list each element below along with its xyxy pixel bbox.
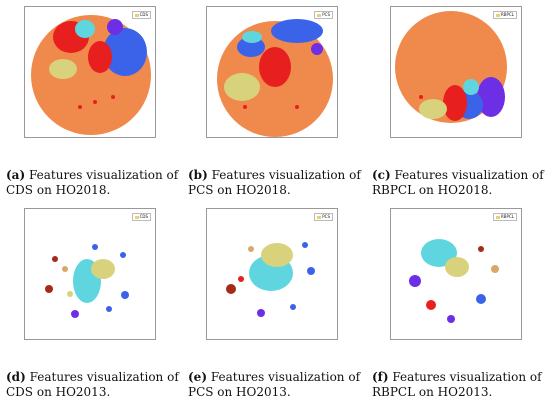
caption-label: (f) (372, 370, 389, 384)
caption-a: (a) Features visualization of CDS on HO2… (6, 168, 184, 198)
caption-label: (b) (188, 168, 208, 182)
legend-swatch (496, 13, 501, 17)
legend-label: RBPCL (501, 214, 514, 219)
caption-e: (e) Features visualization of PCS on HO2… (188, 370, 366, 400)
caption-d: (d) Features visualization of CDS on HO2… (6, 370, 184, 400)
legend-f: RBPCL (493, 213, 517, 221)
legend-label: PCS (322, 214, 330, 219)
caption-label: (a) (6, 168, 26, 182)
legend-label: CDS (139, 12, 148, 17)
tsne-plot-a: CDS (24, 6, 156, 138)
figure-a: CDS (a) Features visualization of CDS on… (6, 0, 181, 200)
caption-b: (b) Features visualization of PCS on HO2… (188, 168, 366, 198)
legend-label: RBPCL (501, 12, 514, 17)
figure-c: RBPCL (c) Features visualization of RBPC… (372, 0, 547, 200)
scatter-c (395, 11, 507, 123)
caption-label: (d) (6, 370, 26, 384)
scatter-f (409, 239, 499, 323)
legend-d: CDS (131, 213, 151, 221)
caption-label: (c) (372, 168, 391, 182)
legend-e: PCS (314, 213, 333, 221)
figure-b: PCS (b) Features visualization of PCS on… (188, 0, 363, 200)
tsne-plot-c: RBPCL (390, 6, 522, 138)
caption-text: Features visualization of CDS on HO2018. (6, 168, 179, 197)
legend-label: PCS (322, 12, 330, 17)
caption-label: (e) (188, 370, 207, 384)
legend-label: CDS (139, 214, 148, 219)
caption-c: (c) Features visualization of RBPCL on H… (372, 168, 550, 198)
caption-text: Features visualization of CDS on HO2013. (6, 370, 179, 399)
legend-a: CDS (131, 11, 151, 19)
figure-e: PCS (e) Features visualization of PCS on… (188, 202, 363, 402)
legend-b: PCS (314, 11, 333, 19)
caption-text: Features visualization of PCS on HO2018. (188, 168, 361, 197)
legend-swatch (496, 215, 501, 219)
caption-f: (f) Features visualization of RBPCL on H… (372, 370, 550, 400)
scatter-e (226, 242, 315, 317)
legend-swatch (317, 215, 322, 219)
tsne-plot-e: PCS (206, 208, 338, 340)
tsne-plot-f: RBPCL (390, 208, 522, 340)
figure-d: CDS (d) Features visualization of CDS on… (6, 202, 181, 402)
legend-swatch (134, 215, 139, 219)
scatter-a (31, 15, 151, 135)
caption-text: Features visualization of RBPCL on HO201… (372, 370, 542, 399)
legend-c: RBPCL (493, 11, 517, 19)
scatter-b (217, 19, 333, 137)
tsne-plot-b: PCS (206, 6, 338, 138)
caption-text: Features visualization of PCS on HO2013. (188, 370, 361, 399)
scatter-d (45, 244, 129, 318)
tsne-plot-d: CDS (24, 208, 156, 340)
legend-swatch (134, 13, 139, 17)
caption-text: Features visualization of RBPCL on HO201… (372, 168, 544, 197)
figure-f: RBPCL (f) Features visualization of RBPC… (372, 202, 547, 402)
legend-swatch (317, 13, 322, 17)
